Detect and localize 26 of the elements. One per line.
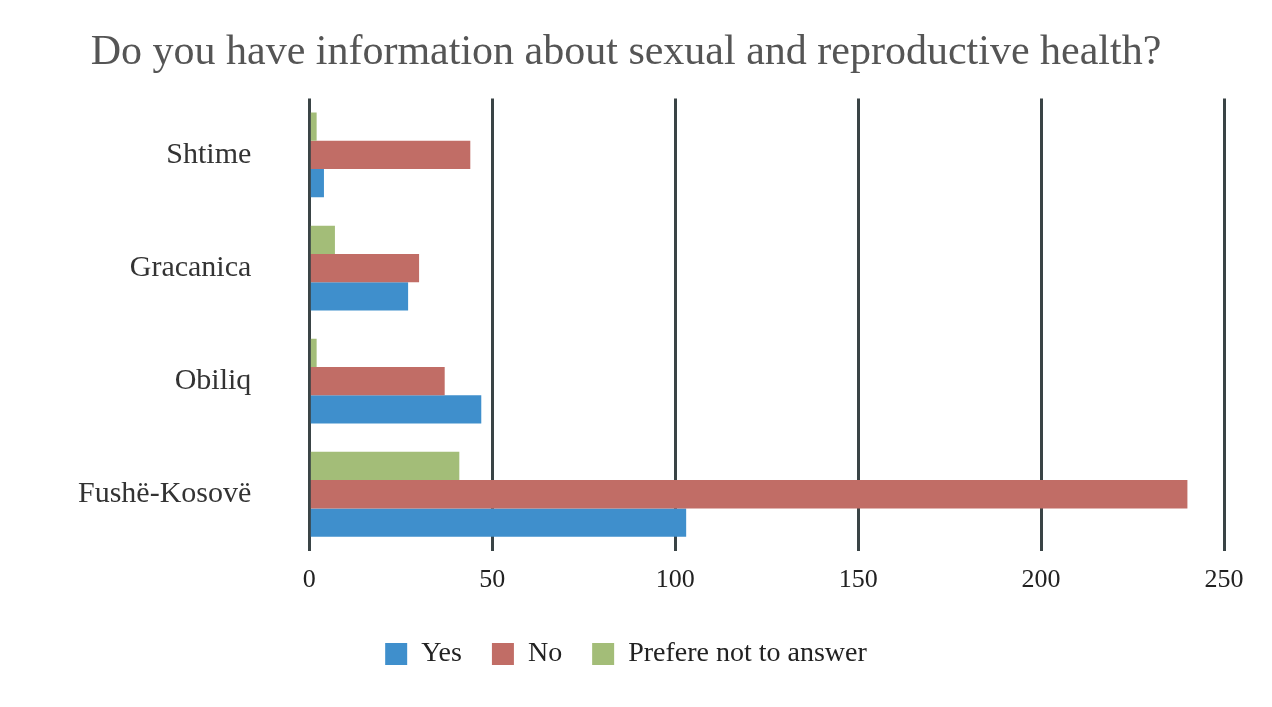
- x-tick-label: 50: [479, 564, 506, 594]
- bar: [310, 480, 1188, 509]
- bar: [310, 367, 445, 396]
- bar: [310, 169, 324, 198]
- x-tick-label: 100: [655, 564, 695, 594]
- y-tick-label: Shtime: [166, 135, 252, 169]
- y-tick-label: Obiliq: [174, 362, 252, 396]
- bar: [310, 395, 482, 424]
- y-tick-label: Gracanica: [129, 248, 252, 282]
- bar: [310, 338, 317, 368]
- bar: [310, 451, 460, 481]
- x-tick-label: 250: [1204, 564, 1244, 594]
- bar: [310, 140, 471, 170]
- legend-label: No: [527, 636, 563, 668]
- x-tick-label: 150: [838, 564, 878, 594]
- bar: [310, 282, 409, 311]
- legend-label: Yes: [421, 636, 462, 668]
- x-tick-label: 200: [1021, 564, 1061, 594]
- x-tick-label: 0: [302, 564, 316, 594]
- bar: [310, 112, 317, 141]
- y-tick-label: Fushë-Kosovë: [77, 475, 252, 509]
- chart-title: Do you have information about sexual and reproductive health?: [90, 27, 1162, 74]
- legend-label: Prefere not to answer: [628, 636, 868, 668]
- bar: [310, 253, 420, 283]
- bar: [310, 508, 687, 537]
- bar: [310, 225, 335, 254]
